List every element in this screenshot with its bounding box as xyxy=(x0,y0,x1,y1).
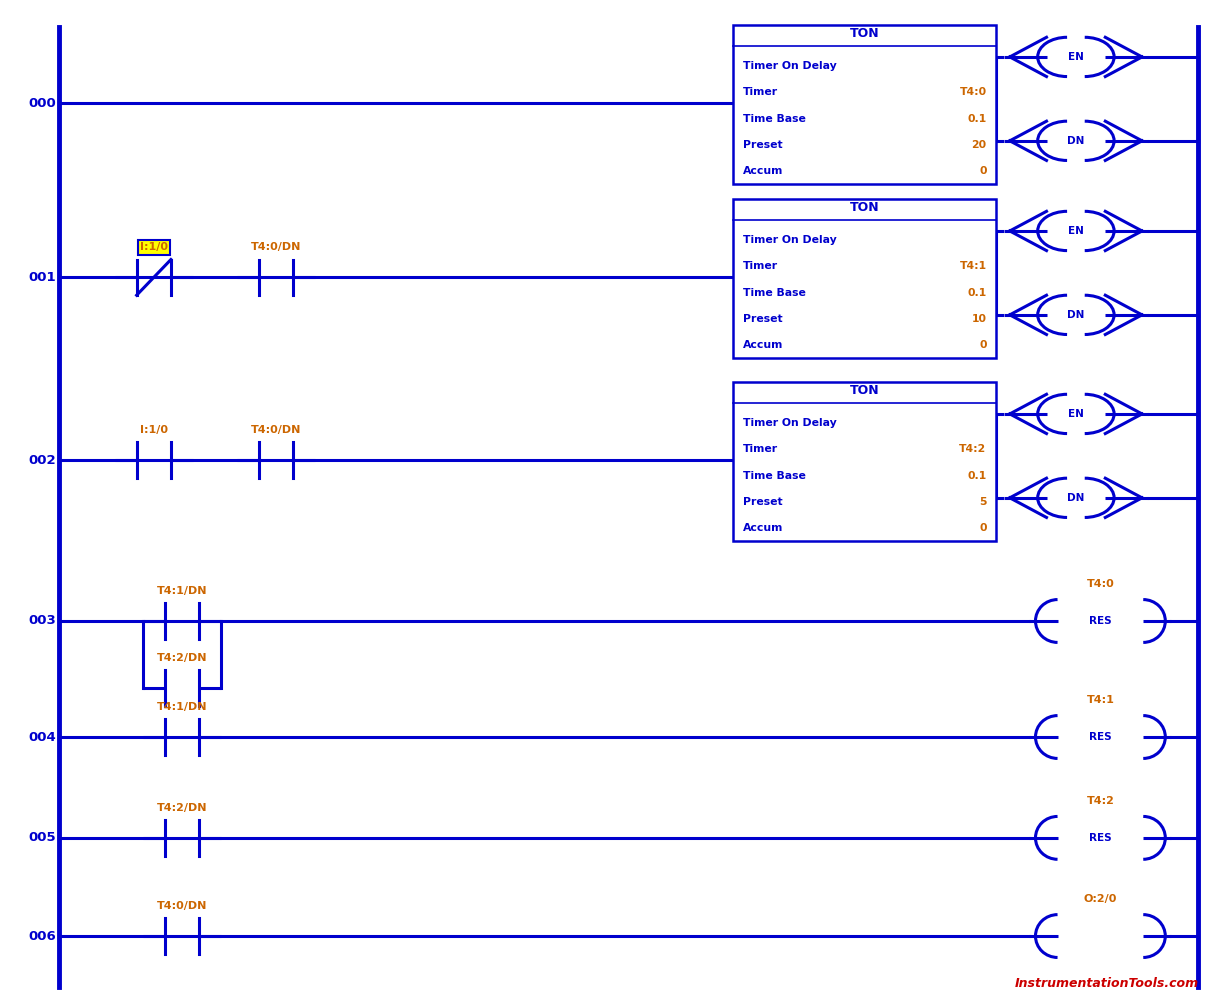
Text: I:1/0: I:1/0 xyxy=(140,242,168,252)
Text: 000: 000 xyxy=(28,97,56,110)
Text: 003: 003 xyxy=(28,615,56,628)
Text: Accum: Accum xyxy=(743,523,783,533)
Text: DN: DN xyxy=(1067,310,1085,320)
Text: T4:2/DN: T4:2/DN xyxy=(157,653,207,663)
Text: T4:0: T4:0 xyxy=(1086,579,1114,589)
Text: T4:2/DN: T4:2/DN xyxy=(157,803,207,813)
Text: T4:2: T4:2 xyxy=(959,444,987,454)
Text: 0.1: 0.1 xyxy=(967,287,987,297)
Text: EN: EN xyxy=(1068,52,1084,62)
Text: DN: DN xyxy=(1067,136,1085,146)
Text: Accum: Accum xyxy=(743,165,783,175)
Text: T4:1: T4:1 xyxy=(1086,695,1114,705)
Text: Preset: Preset xyxy=(743,313,782,323)
Text: T4:0/DN: T4:0/DN xyxy=(251,242,302,252)
Text: 0: 0 xyxy=(980,165,987,175)
Text: Timer: Timer xyxy=(743,87,779,97)
Text: Timer On Delay: Timer On Delay xyxy=(743,418,836,428)
Text: RES: RES xyxy=(1089,732,1112,742)
Text: 0: 0 xyxy=(980,523,987,533)
FancyBboxPatch shape xyxy=(733,199,997,357)
Text: TON: TON xyxy=(850,383,879,396)
Text: T4:0: T4:0 xyxy=(960,87,987,97)
Text: Preset: Preset xyxy=(743,139,782,149)
Text: Accum: Accum xyxy=(743,339,783,349)
Text: 10: 10 xyxy=(971,313,987,323)
Text: 002: 002 xyxy=(28,453,56,466)
Text: TON: TON xyxy=(850,200,879,213)
Text: Time Base: Time Base xyxy=(743,287,805,297)
Text: 0: 0 xyxy=(980,339,987,349)
Text: InstrumentationTools.com: InstrumentationTools.com xyxy=(1014,977,1198,990)
Text: Timer On Delay: Timer On Delay xyxy=(743,61,836,71)
Text: T4:1/DN: T4:1/DN xyxy=(157,702,207,712)
Text: EN: EN xyxy=(1068,226,1084,236)
Text: Timer: Timer xyxy=(743,444,779,454)
Text: T4:1/DN: T4:1/DN xyxy=(157,586,207,596)
Text: RES: RES xyxy=(1089,833,1112,843)
Text: RES: RES xyxy=(1089,616,1112,626)
Text: DN: DN xyxy=(1067,492,1085,503)
Text: 0.1: 0.1 xyxy=(967,470,987,480)
Text: Timer On Delay: Timer On Delay xyxy=(743,235,836,245)
Text: 5: 5 xyxy=(980,496,987,507)
Text: Time Base: Time Base xyxy=(743,113,805,123)
Text: I:1/0: I:1/0 xyxy=(140,425,168,435)
Text: Time Base: Time Base xyxy=(743,470,805,480)
Text: T4:2: T4:2 xyxy=(1086,796,1114,806)
Text: 001: 001 xyxy=(28,271,56,284)
Text: 005: 005 xyxy=(28,832,56,845)
Text: T4:0/DN: T4:0/DN xyxy=(251,425,302,435)
Text: 006: 006 xyxy=(28,930,56,943)
Text: 004: 004 xyxy=(28,731,56,744)
Text: Timer: Timer xyxy=(743,261,779,271)
Text: T4:0/DN: T4:0/DN xyxy=(157,901,207,911)
Text: 20: 20 xyxy=(971,139,987,149)
FancyBboxPatch shape xyxy=(733,381,997,541)
Text: EN: EN xyxy=(1068,409,1084,419)
Text: T4:1: T4:1 xyxy=(960,261,987,271)
Text: 0.1: 0.1 xyxy=(967,113,987,123)
Text: TON: TON xyxy=(850,27,879,40)
Text: O:2/0: O:2/0 xyxy=(1084,894,1117,904)
Text: Preset: Preset xyxy=(743,496,782,507)
FancyBboxPatch shape xyxy=(733,25,997,183)
